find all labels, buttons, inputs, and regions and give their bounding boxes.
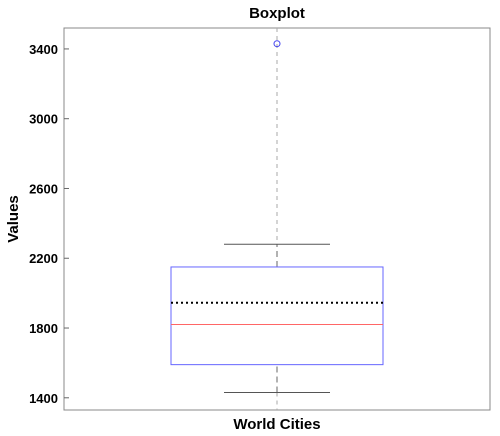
interquartile-box bbox=[170, 266, 384, 366]
y-tick-label: 1800 bbox=[29, 321, 58, 336]
outlier-point bbox=[273, 40, 281, 48]
x-axis-label: World Cities bbox=[233, 416, 320, 433]
y-axis: 1400 1800 2200 2600 3000 3400 bbox=[29, 42, 69, 406]
y-tick-label: 2600 bbox=[29, 181, 58, 196]
y-tick-label: 2200 bbox=[29, 251, 58, 266]
y-axis-label: Values bbox=[5, 195, 22, 243]
y-tick-label: 1400 bbox=[29, 391, 58, 406]
box-group bbox=[170, 28, 384, 410]
chart-title: Boxplot bbox=[249, 5, 305, 22]
y-tick-label: 3400 bbox=[29, 42, 58, 57]
y-tick-label: 3000 bbox=[29, 112, 58, 127]
